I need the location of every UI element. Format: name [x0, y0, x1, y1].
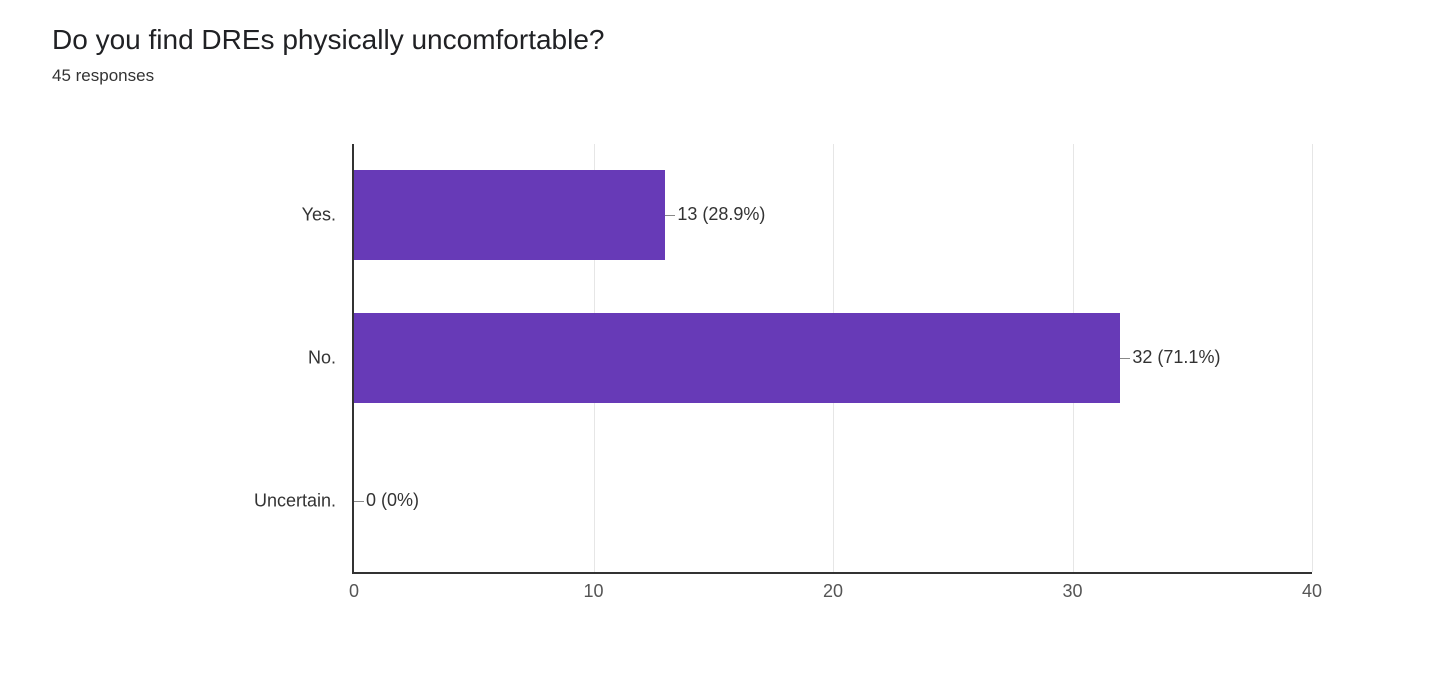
- bar: [354, 313, 1120, 403]
- x-axis-tick: 40: [1302, 581, 1322, 602]
- plot-region: 010203040Yes.13 (28.9%)No.32 (71.1%)Unce…: [352, 144, 1312, 574]
- bar-value-label: 13 (28.9%): [677, 204, 765, 225]
- bar-value-label: 32 (71.1%): [1132, 347, 1220, 368]
- bar: [354, 170, 665, 260]
- chart-title: Do you find DREs physically uncomfortabl…: [52, 24, 1404, 56]
- bar-connector: [665, 215, 675, 216]
- bar-connector: [1120, 358, 1130, 359]
- chart-area: 010203040Yes.13 (28.9%)No.32 (71.1%)Unce…: [352, 144, 1312, 614]
- x-axis-tick: 0: [349, 581, 359, 602]
- chart-subtitle: 45 responses: [52, 66, 1404, 86]
- x-axis-tick: 30: [1062, 581, 1082, 602]
- category-label: Yes.: [302, 205, 336, 226]
- x-axis-tick: 20: [823, 581, 843, 602]
- x-axis-tick: 10: [583, 581, 603, 602]
- grid-line: [1312, 144, 1313, 572]
- bar-connector: [354, 501, 364, 502]
- category-label: Uncertain.: [254, 490, 336, 511]
- category-label: No.: [308, 348, 336, 369]
- bar-value-label: 0 (0%): [366, 490, 419, 511]
